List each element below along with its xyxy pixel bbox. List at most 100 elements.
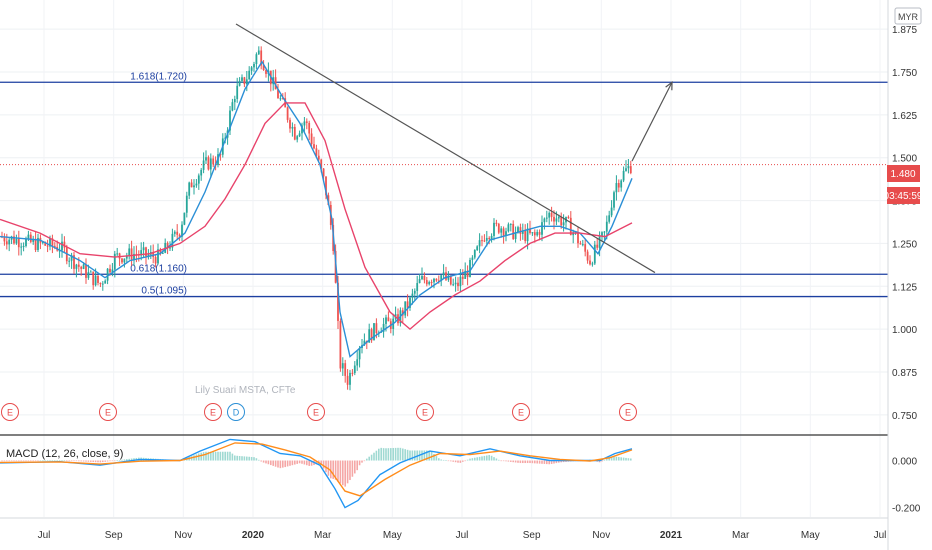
signal-line <box>0 442 633 497</box>
macd-histogram-bar <box>543 460 546 464</box>
macd-histogram-bar <box>320 460 322 466</box>
candle-body <box>20 246 23 248</box>
macd-histogram-bar <box>519 460 522 464</box>
candle-body <box>111 269 114 273</box>
macd-histogram-bar <box>310 460 313 466</box>
candle-body <box>207 157 210 170</box>
candle-body <box>526 228 529 242</box>
earnings-marker-label: E <box>313 408 319 418</box>
macd-histogram-bar <box>301 460 303 464</box>
candle-body <box>425 280 428 285</box>
macd-histogram-bar <box>392 447 394 461</box>
candle-body <box>440 275 443 281</box>
macd-histogram-bar <box>1 460 3 462</box>
candle-body <box>622 170 625 181</box>
earnings-marker[interactable] <box>1 403 19 421</box>
candle-body <box>25 239 27 246</box>
candle-body <box>181 224 183 237</box>
earnings-marker[interactable] <box>99 403 117 421</box>
macd-histogram-bar <box>550 460 553 464</box>
macd-tick-label: 0.000 <box>892 457 917 468</box>
candle-body <box>529 228 531 233</box>
macd-histogram-bar <box>222 451 224 461</box>
candle-body <box>502 228 505 236</box>
time-axis[interactable]: Jul Sep Nov 2020 Mar May Jul Sep Nov 2021 Mar May Ju… <box>38 530 887 541</box>
macd-histogram-bar <box>382 448 385 461</box>
candle-body <box>598 235 601 248</box>
candle-body <box>188 182 191 196</box>
earnings-marker-label: E <box>625 408 631 418</box>
candle-body <box>190 182 193 188</box>
earnings-marker[interactable] <box>416 403 434 421</box>
candle-body <box>447 275 450 280</box>
candle-body <box>70 255 73 261</box>
macd-histogram-bar <box>490 455 493 461</box>
macd-histogram-bar <box>111 460 114 462</box>
candle-body <box>243 77 246 85</box>
candle-body <box>325 176 327 196</box>
candle-body <box>301 125 303 134</box>
macd-histogram-bar <box>399 447 402 461</box>
macd-histogram-bar <box>68 460 70 462</box>
macd-histogram-bar <box>438 458 440 461</box>
macd-histogram-bar <box>284 460 286 468</box>
macd-histogram-bar <box>510 460 512 462</box>
candle-body <box>298 133 301 137</box>
candle-body <box>77 264 80 267</box>
macd-histogram-bar <box>603 460 606 461</box>
indicator-label[interactable]: MACD (12, 26, close, 9) <box>6 448 123 460</box>
candle-body <box>27 234 30 240</box>
macd-histogram-bar <box>246 456 248 461</box>
candle-body <box>152 252 155 258</box>
macd-histogram-bar <box>248 456 250 461</box>
macd-histogram-bar <box>380 447 382 461</box>
macd-histogram-bar <box>334 460 337 480</box>
candle-body <box>589 260 591 265</box>
macd-histogram-bar <box>109 460 111 462</box>
earnings-marker[interactable] <box>619 403 637 421</box>
dividend-marker[interactable] <box>227 403 245 421</box>
macd-histogram-bar <box>615 456 618 461</box>
trendline-drawing[interactable] <box>235 23 673 274</box>
time-tick-label: Jul <box>38 530 51 541</box>
macd-histogram-bar <box>546 460 548 465</box>
currency-button[interactable] <box>894 7 922 25</box>
macd-histogram-bar <box>118 460 121 461</box>
candle-body <box>483 240 486 242</box>
candle-body <box>476 246 479 250</box>
candle-body <box>281 98 284 100</box>
candle-body <box>428 281 431 285</box>
macd-histogram-bar <box>625 457 627 461</box>
earnings-marker[interactable] <box>204 403 222 421</box>
macd-histogram-bar <box>46 460 49 461</box>
price-tick-label: 1.625 <box>892 111 917 122</box>
macd-histogram-bar <box>212 451 214 461</box>
macd-histogram-bar <box>630 458 632 461</box>
candle-body <box>97 275 99 283</box>
candle-body <box>209 158 212 170</box>
earnings-marker[interactable] <box>307 403 325 421</box>
macd-histogram-bar <box>514 460 517 463</box>
candle-body <box>68 260 71 262</box>
macd-histogram-bar <box>90 460 92 462</box>
candle-body <box>17 238 20 248</box>
candle-body <box>373 323 375 341</box>
candle-body <box>358 348 361 360</box>
macd-histogram-bar <box>474 457 476 461</box>
candle-body <box>567 216 570 218</box>
candle-body <box>538 231 541 235</box>
macd-histogram-bar <box>207 451 210 461</box>
candle-body <box>15 238 18 244</box>
price-tick-label: 1.000 <box>892 325 917 336</box>
candle-body <box>289 119 291 129</box>
candle-body <box>121 258 123 263</box>
macd-axis[interactable]: 0.000 -0.200 <box>892 457 921 515</box>
candle-body <box>416 283 419 291</box>
candle-body <box>466 270 469 277</box>
time-tick-label: Jul <box>874 530 887 541</box>
earnings-marker[interactable] <box>512 403 530 421</box>
last-price-text: 1.480 <box>890 169 915 180</box>
candle-body <box>555 218 558 222</box>
